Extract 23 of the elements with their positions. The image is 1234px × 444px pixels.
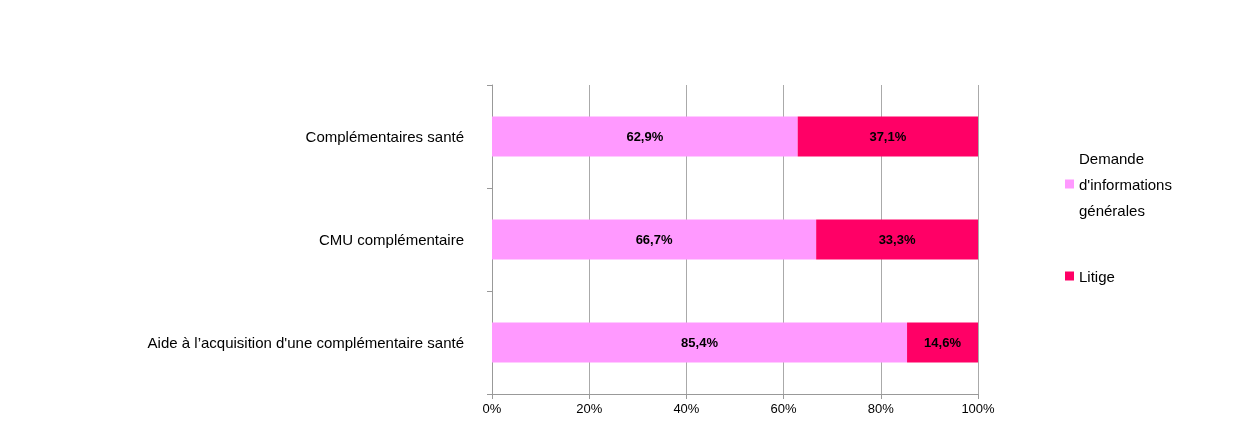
data-label: 37,1% bbox=[869, 129, 907, 144]
data-label: 33,3% bbox=[878, 232, 916, 247]
bar bbox=[492, 322, 908, 363]
bar bbox=[907, 322, 978, 363]
y-tick-label: Complémentaires santé bbox=[305, 128, 464, 145]
bar bbox=[492, 116, 798, 157]
x-tick-label: 0% bbox=[482, 401, 502, 416]
y-tick-label: CMU complémentaire bbox=[318, 231, 464, 248]
x-tick-label: 20% bbox=[576, 401, 603, 416]
bar bbox=[797, 116, 978, 157]
legend-label: Litige bbox=[1079, 267, 1115, 285]
data-label: 66,7% bbox=[635, 232, 673, 247]
x-tick-label: 60% bbox=[770, 401, 798, 416]
x-tick-label: 100% bbox=[961, 401, 996, 416]
x-tick-label: 80% bbox=[867, 401, 895, 416]
legend-label: Demande d'informations générales bbox=[1079, 149, 1177, 219]
y-tick-label: Aide à l’acquisition d'une complémentaire santé bbox=[147, 334, 464, 351]
bar bbox=[492, 219, 817, 260]
x-tick-label: 40% bbox=[673, 401, 700, 416]
data-label: 85,4% bbox=[681, 335, 719, 350]
data-label: 62,9% bbox=[626, 129, 664, 144]
data-label: 14,6% bbox=[924, 335, 962, 350]
bar bbox=[816, 219, 978, 260]
